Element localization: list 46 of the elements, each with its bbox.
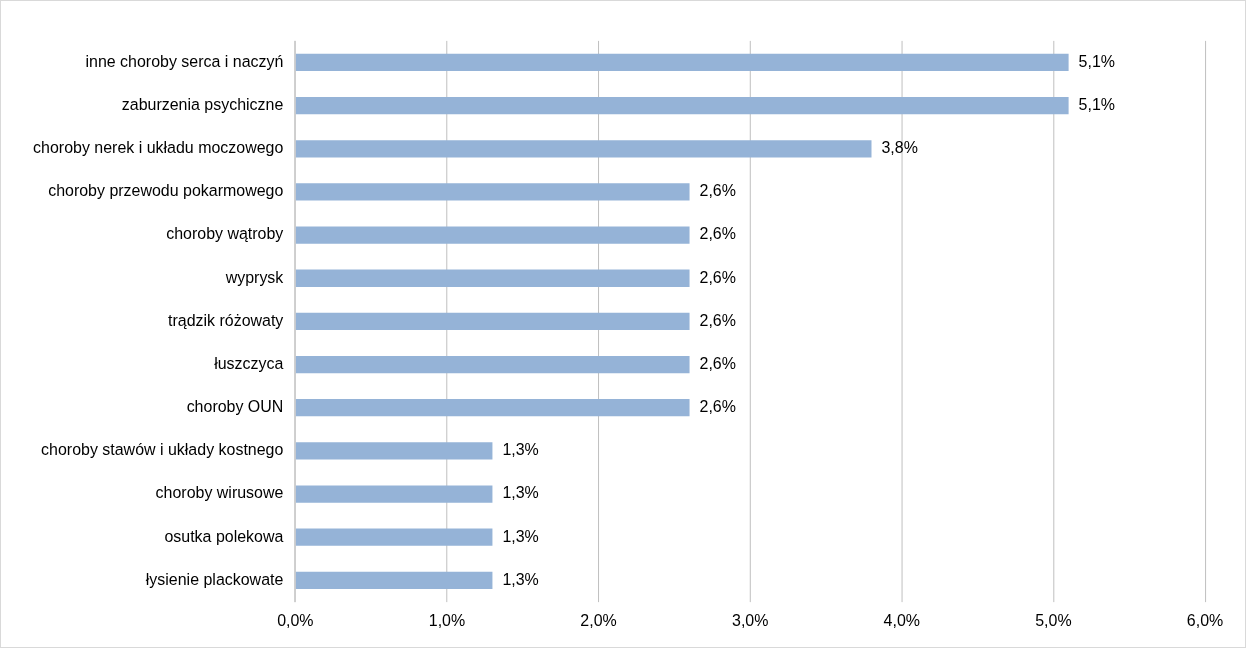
x-tick-label: 4,0% bbox=[883, 611, 921, 629]
y-tick-label: choroby wirusowe bbox=[155, 484, 284, 502]
data-label: 1,3% bbox=[502, 527, 539, 545]
data-label: 2,6% bbox=[699, 268, 736, 286]
y-tick-label: łysienie plackowate bbox=[145, 570, 284, 588]
y-tick-label: osutka polekowa bbox=[164, 527, 284, 545]
data-label: 2,6% bbox=[699, 354, 736, 372]
data-label: 1,3% bbox=[502, 441, 539, 459]
y-tick-label: łuszczyca bbox=[214, 354, 284, 372]
y-tick-label: choroby stawów i układy kostnego bbox=[41, 441, 284, 459]
y-tick-label: wyprysk bbox=[224, 268, 284, 286]
data-label: 1,3% bbox=[502, 484, 539, 502]
y-tick-label: inne choroby serca i naczyń bbox=[85, 52, 284, 70]
data-label: 3,8% bbox=[881, 139, 918, 157]
data-label: 2,6% bbox=[699, 225, 736, 243]
y-tick-label: zaburzenia psychiczne bbox=[121, 96, 284, 113]
x-tick-label: 0,0% bbox=[277, 611, 314, 629]
bar bbox=[295, 442, 493, 460]
x-tick-label: 1,0% bbox=[428, 611, 466, 629]
y-tick-label: trądzik różowaty bbox=[168, 311, 284, 329]
bar bbox=[295, 571, 493, 589]
data-label: 2,6% bbox=[699, 311, 736, 329]
bar bbox=[295, 355, 690, 374]
data-label: 1,3% bbox=[502, 570, 539, 588]
bar bbox=[295, 226, 690, 244]
y-tick-label: choroby wątroby bbox=[166, 225, 284, 243]
bar bbox=[295, 312, 690, 331]
x-tick-label: 2,0% bbox=[580, 611, 617, 629]
bar bbox=[295, 183, 690, 201]
bar bbox=[295, 96, 1069, 115]
data-label: 2,6% bbox=[699, 398, 736, 416]
bar bbox=[295, 485, 493, 503]
y-tick-label: choroby OUN bbox=[186, 398, 284, 416]
data-label: 2,6% bbox=[699, 182, 736, 200]
bar bbox=[295, 269, 690, 287]
y-tick-label: choroby nerek i układu moczowego bbox=[33, 139, 284, 157]
x-tick-label: 6,0% bbox=[1186, 611, 1224, 629]
y-tick-label: choroby przewodu pokarmowego bbox=[48, 182, 284, 200]
data-label: 5,1% bbox=[1078, 96, 1115, 113]
bar bbox=[295, 399, 690, 417]
bar bbox=[295, 140, 872, 158]
bar bbox=[295, 53, 1069, 72]
x-tick-label: 5,0% bbox=[1035, 611, 1072, 629]
bar bbox=[295, 528, 493, 546]
x-tick-label: 3,0% bbox=[732, 611, 769, 629]
data-label: 5,1% bbox=[1078, 52, 1115, 70]
